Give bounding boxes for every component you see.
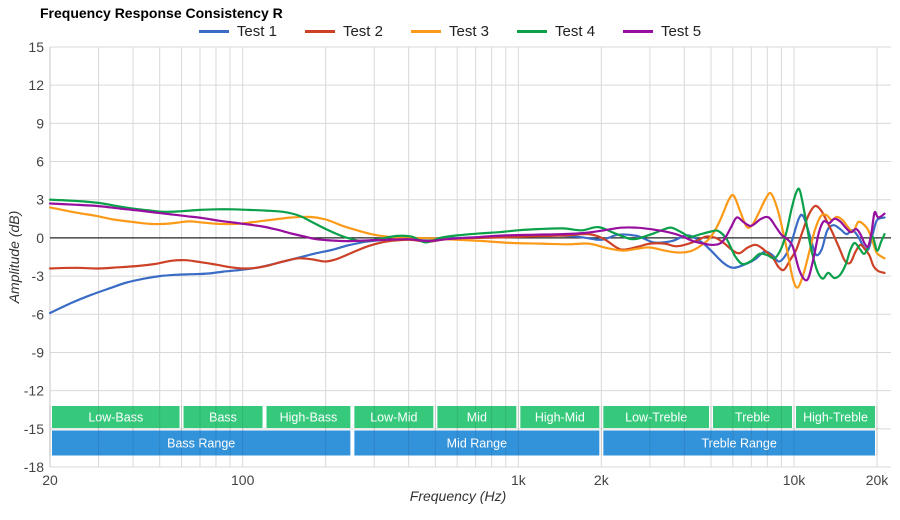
y-tick-label: 0 — [36, 230, 44, 246]
legend-item-test-5[interactable]: Test 5 — [623, 23, 701, 40]
x-tick-label: 10k — [783, 472, 807, 488]
sub-range-band — [796, 406, 875, 428]
legend-label: Test 4 — [555, 23, 596, 40]
sub-range-band — [603, 406, 710, 428]
legend-item-test-2[interactable]: Test 2 — [304, 23, 383, 40]
curve-test-2 — [48, 204, 886, 274]
legend-label: Test 2 — [342, 23, 383, 40]
sub-range-band-label: Low-Treble — [625, 411, 687, 425]
y-axis-title: Amplitude (dB) — [6, 210, 22, 304]
legend-swatch — [410, 30, 441, 33]
main-range-band-label: Bass Range — [167, 437, 235, 451]
legend-item-test-1[interactable]: Test 1 — [198, 23, 277, 40]
sub-range-band-label: Bass — [209, 411, 237, 425]
sub-range-band — [266, 406, 351, 428]
legend-label: Test 1 — [236, 23, 277, 40]
x-tick-label: 100 — [231, 472, 255, 488]
y-tick-label: 6 — [36, 154, 44, 170]
sub-range-band-label: High-Bass — [280, 411, 338, 425]
y-tick-label: 3 — [36, 192, 44, 208]
y-tick-label: -15 — [24, 421, 44, 437]
legend-swatch — [517, 30, 548, 33]
y-tick-label: -18 — [24, 459, 44, 475]
main-range-band — [603, 430, 875, 456]
main-range-band-label: Mid Range — [447, 437, 507, 451]
y-tick-label: -12 — [24, 383, 44, 399]
sub-range-band — [713, 406, 793, 428]
curve-test-1 — [48, 213, 886, 315]
legend-item-test-3[interactable]: Test 3 — [410, 23, 490, 40]
chart-title: Frequency Response Consistency R — [40, 5, 283, 21]
legend-label: Test 5 — [661, 23, 702, 40]
x-tick-label: 2k — [594, 472, 610, 488]
y-tick-label: 12 — [28, 77, 44, 93]
x-tick-label: 1k — [511, 472, 527, 488]
main-range-band — [52, 430, 351, 456]
y-tick-label: -9 — [32, 344, 45, 360]
legend-label: Test 3 — [448, 23, 490, 40]
main-range-band — [354, 430, 600, 456]
sub-range-band-label: High-Treble — [803, 411, 868, 425]
sub-range-band-label: High-Mid — [535, 411, 585, 425]
sub-range-band — [52, 406, 180, 428]
legend-swatch — [198, 30, 229, 33]
y-tick-label: 15 — [28, 39, 44, 55]
x-tick-label: 20k — [866, 472, 890, 488]
sub-range-band-label: Low-Bass — [88, 411, 143, 425]
legend-swatch — [623, 30, 654, 33]
sub-range-band — [183, 406, 263, 428]
sub-range-band-label: Low-Mid — [370, 411, 417, 425]
legend-item-test-4[interactable]: Test 4 — [517, 23, 595, 40]
sub-range-band-label: Mid — [467, 411, 487, 425]
y-tick-label: -6 — [32, 306, 45, 322]
sub-range-band — [520, 406, 600, 428]
curve-test-5 — [48, 202, 886, 282]
curve-test-4 — [48, 187, 886, 280]
legend-swatch — [304, 30, 335, 33]
x-axis-title: Frequency (Hz) — [409, 488, 507, 504]
curve-test-3 — [48, 191, 886, 289]
y-tick-label: 9 — [36, 115, 44, 131]
y-tick-label: -3 — [32, 268, 45, 284]
sub-range-band — [354, 406, 434, 428]
main-range-band-label: Treble Range — [702, 437, 777, 451]
x-tick-label: 20 — [42, 472, 58, 488]
sub-range-band — [437, 406, 517, 428]
sub-range-band-label: Treble — [735, 411, 770, 425]
legend: Test 1 Test 2 Test 3 Test 4 Test 5 — [0, 23, 900, 40]
